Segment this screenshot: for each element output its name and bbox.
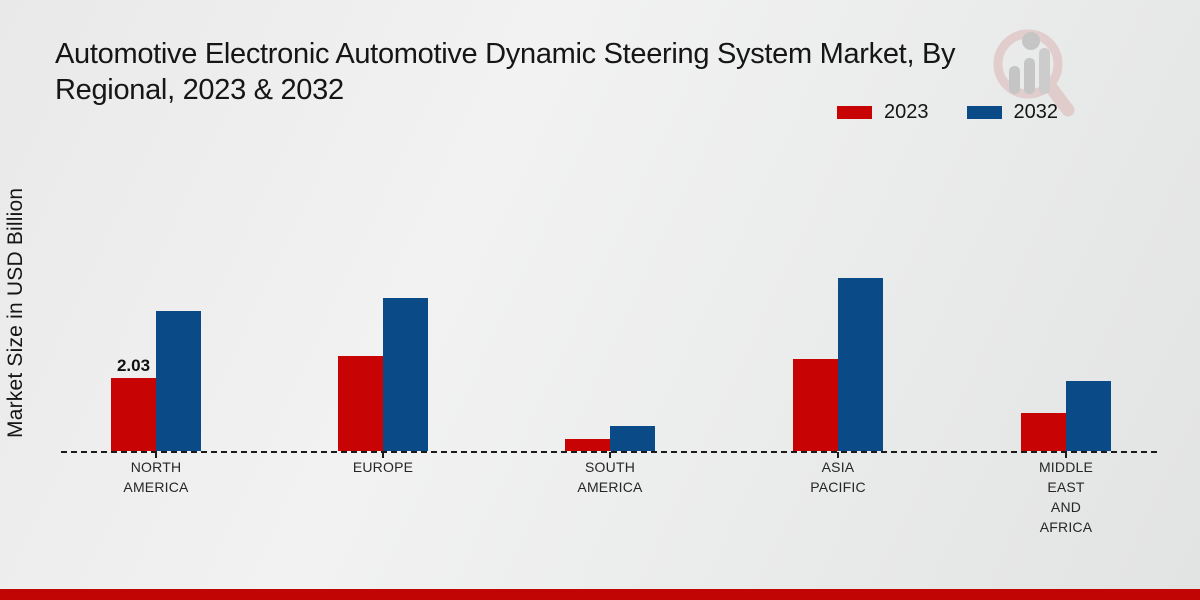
category-label-europe: EUROPE bbox=[352, 459, 414, 475]
legend-swatch-2023 bbox=[837, 106, 872, 119]
legend-swatch-2032 bbox=[966, 106, 1002, 119]
category-label-asia-pacific: ASIA PACIFIC bbox=[810, 459, 866, 495]
category-label-north-america: NORTH AMERICA bbox=[123, 459, 189, 495]
legend: 2023 2032 bbox=[837, 101, 1058, 124]
chart-title-line-2: Regional, 2023 & 2032 bbox=[55, 74, 344, 106]
magnifier-bar-chart-logo-watermark-icon bbox=[978, 14, 1090, 131]
x-axis-tick bbox=[837, 452, 839, 458]
bar-value-label: 2.03 bbox=[116, 356, 151, 375]
bar-2023-asia-pacific bbox=[793, 359, 838, 451]
bar-2032-middle-east-and-africa bbox=[1066, 381, 1111, 451]
chart-title-line-1: Automotive Electronic Automotive Dynamic… bbox=[55, 38, 956, 70]
category-label-south-america: SOUTH AMERICA bbox=[577, 459, 643, 495]
bar-2032-europe bbox=[383, 298, 428, 451]
x-axis-tick bbox=[1065, 452, 1067, 458]
legend-label-2032: 2032 bbox=[1013, 101, 1059, 123]
bar-2032-south-america bbox=[610, 426, 655, 451]
x-axis-tick bbox=[155, 452, 157, 458]
legend-label-2023: 2023 bbox=[884, 101, 929, 123]
bar-2023-north-america bbox=[111, 378, 156, 451]
bar-2023-europe bbox=[338, 356, 383, 451]
x-axis-baseline bbox=[61, 451, 1157, 453]
bar-2032-north-america bbox=[156, 311, 201, 451]
bottom-red-stripe bbox=[0, 589, 1200, 600]
bar-2023-south-america bbox=[565, 439, 610, 451]
chart-title: Automotive Electronic Automotive Dynamic… bbox=[55, 36, 956, 108]
category-label-middle-east-and-africa: MIDDLE EAST AND AFRICA bbox=[1038, 459, 1094, 535]
legend-item-2032: 2032 bbox=[966, 101, 1059, 124]
x-axis-tick bbox=[382, 452, 384, 458]
legend-item-2023: 2023 bbox=[837, 101, 929, 124]
bar-2023-middle-east-and-africa bbox=[1021, 413, 1066, 451]
x-axis-tick bbox=[609, 452, 611, 458]
bar-2032-asia-pacific bbox=[838, 278, 883, 451]
